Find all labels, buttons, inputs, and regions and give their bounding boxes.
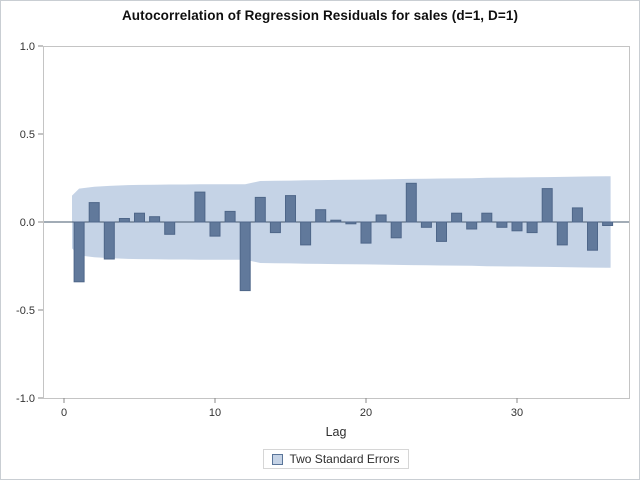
x-tick-label-30: 30 [511, 407, 523, 419]
acf-bar-lag-13 [254, 196, 266, 223]
acf-bar-lag-32 [541, 188, 553, 223]
acf-bar-lag-19 [345, 221, 357, 225]
acf-bar-lag-28 [481, 212, 493, 223]
acf-bar-lag-16 [300, 221, 312, 246]
acf-bar-lag-10 [209, 221, 221, 237]
acf-bar-lag-3 [103, 221, 115, 260]
acf-bar-lag-7 [164, 221, 176, 235]
x-tick-label-20: 20 [360, 407, 372, 419]
acf-bar-lag-14 [269, 221, 281, 234]
acf-bar-lag-33 [556, 221, 568, 246]
acf-bar-lag-34 [571, 207, 583, 223]
y-tick-label--0.5: -0.5 [16, 305, 35, 317]
y-tick-label-0.0: 0.0 [20, 217, 35, 229]
acf-bar-lag-30 [511, 221, 523, 232]
acf-bar-lag-17 [315, 209, 327, 223]
acf-bar-lag-36 [602, 221, 614, 226]
legend-box: Two Standard Errors [263, 449, 409, 469]
acf-bar-lag-2 [88, 202, 100, 223]
acf-bar-lag-25 [436, 221, 447, 242]
acf-bar-lag-1 [73, 221, 85, 283]
acf-bar-lag-4 [118, 218, 130, 223]
x-axis-label: Lag [325, 425, 347, 439]
acf-bar-lag-31 [526, 221, 538, 234]
acf-bar-lag-12 [239, 221, 251, 292]
x-tick-label-0: 0 [61, 407, 67, 419]
y-tick-label-0.5: 0.5 [20, 129, 35, 141]
acf-bar-lag-18 [330, 219, 342, 223]
acf-bar-lag-6 [149, 216, 161, 223]
acf-bar-lag-9 [194, 191, 206, 223]
plot-frame [43, 46, 630, 399]
acf-bar-lag-15 [285, 195, 296, 223]
acf-bar-lag-20 [360, 221, 372, 244]
acf-bar-lag-24 [420, 221, 432, 228]
x-tick-label-10: 10 [209, 407, 221, 419]
acf-bar-lag-22 [390, 221, 402, 239]
y-tick-label-1.0: 1.0 [20, 41, 35, 53]
acf-bar-lag-23 [405, 182, 417, 223]
legend-swatch-icon [272, 453, 284, 465]
acf-bar-lag-26 [451, 212, 463, 223]
acf-bar-lag-35 [587, 221, 598, 251]
acf-bar-lag-29 [496, 221, 508, 228]
acf-bar-lag-11 [224, 210, 236, 223]
acf-bar-lag-5 [134, 212, 145, 223]
acf-bar-lag-21 [375, 214, 387, 223]
acf-bar-lag-27 [466, 221, 478, 230]
y-tick-label--1.0: -1.0 [16, 393, 35, 405]
legend-label: Two Standard Errors [289, 452, 400, 466]
legend: Two Standard Errors [43, 449, 629, 470]
chart-title: Autocorrelation of Regression Residuals … [121, 8, 519, 23]
